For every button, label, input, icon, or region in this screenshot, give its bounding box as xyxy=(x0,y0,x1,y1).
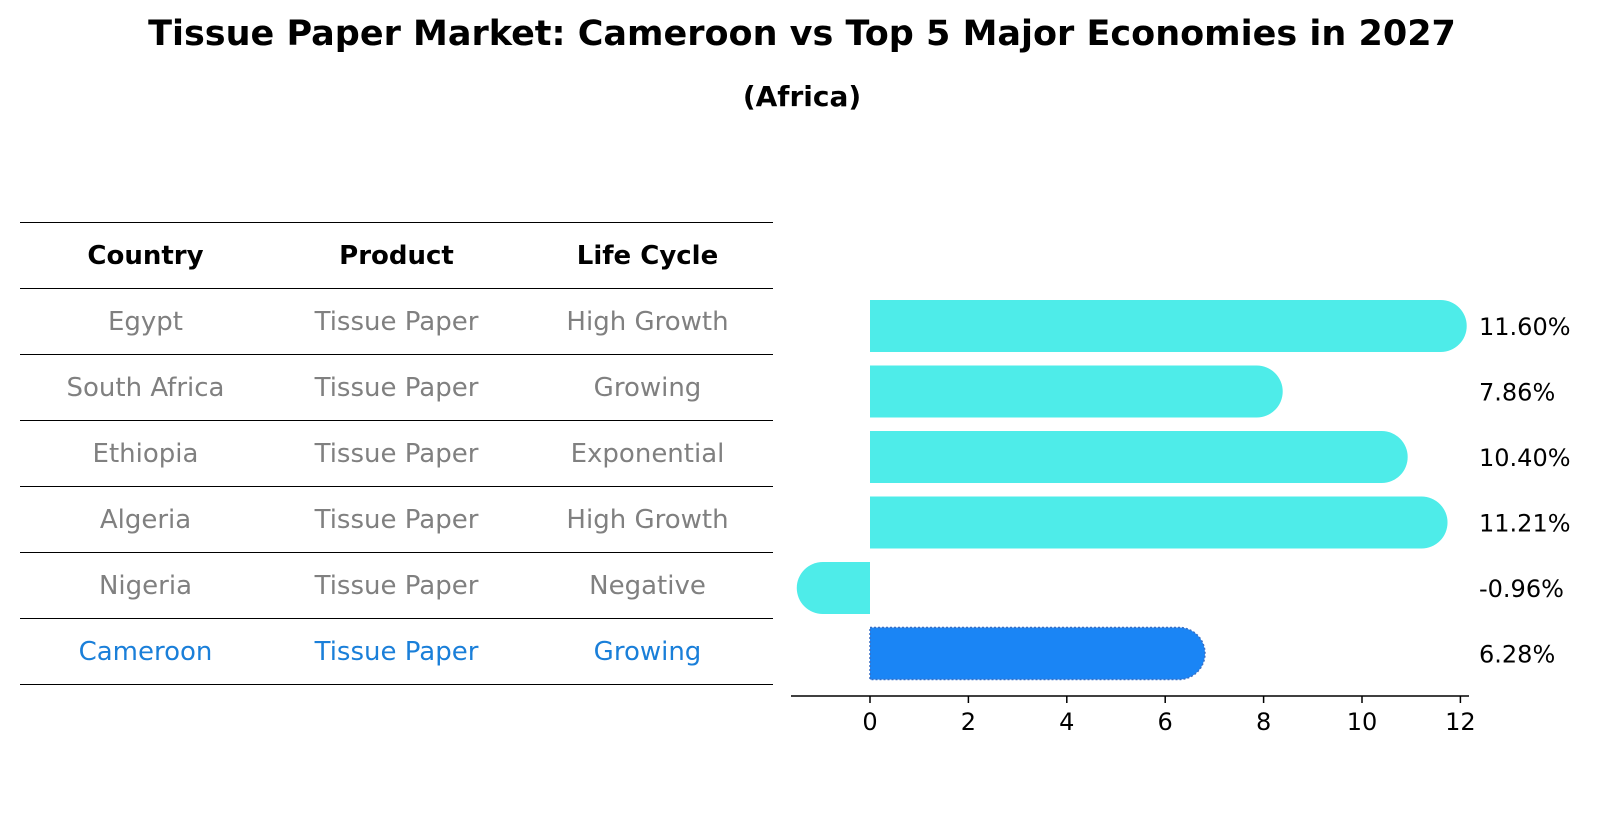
table-row: Nigeria Tissue Paper Negative xyxy=(20,552,773,619)
cell-life-cycle: Exponential xyxy=(522,420,773,487)
data-label: 11.60% xyxy=(1479,313,1571,341)
table-row-highlighted: Cameroon Tissue Paper Growing xyxy=(20,618,773,685)
cell-life-cycle: High Growth xyxy=(522,288,773,355)
table-row: South Africa Tissue Paper Growing xyxy=(20,354,773,421)
table-row: Ethiopia Tissue Paper Exponential xyxy=(20,420,773,487)
data-label: 10.40% xyxy=(1479,444,1571,472)
cell-country: Cameroon xyxy=(20,618,271,685)
cell-life-cycle: Growing xyxy=(522,618,773,685)
data-label: 11.21% xyxy=(1479,510,1571,538)
cell-country: South Africa xyxy=(20,354,271,421)
cell-product: Tissue Paper xyxy=(271,618,522,685)
x-tick-label: 2 xyxy=(961,708,976,736)
cell-product: Tissue Paper xyxy=(271,552,522,619)
table-header-row: Country Product Life Cycle xyxy=(20,222,773,289)
cell-product: Tissue Paper xyxy=(271,288,522,355)
cell-life-cycle: Negative xyxy=(522,552,773,619)
data-label: -0.96% xyxy=(1479,575,1564,603)
cell-country: Algeria xyxy=(20,486,271,553)
bar-south-africa xyxy=(870,365,1283,418)
cell-product: Tissue Paper xyxy=(271,420,522,487)
bar-ethiopia xyxy=(870,431,1408,483)
column-header-product: Product xyxy=(271,222,522,289)
cell-product: Tissue Paper xyxy=(271,486,522,553)
cell-product: Tissue Paper xyxy=(271,354,522,421)
data-label: 7.86% xyxy=(1479,379,1555,407)
bar-nigeria xyxy=(796,562,870,614)
bar-egypt xyxy=(870,300,1467,352)
x-tick-label: 4 xyxy=(1059,708,1074,736)
cell-life-cycle: Growing xyxy=(522,354,773,421)
cell-life-cycle: High Growth xyxy=(522,486,773,553)
cell-country: Ethiopia xyxy=(20,420,271,487)
cell-country: Egypt xyxy=(20,288,271,355)
bar-cameroon xyxy=(869,626,1206,681)
country-table: Country Product Life Cycle Egypt Tissue … xyxy=(20,222,773,685)
table-row: Egypt Tissue Paper High Growth xyxy=(20,288,773,355)
cell-country: Nigeria xyxy=(20,552,271,619)
x-tick-label: 0 xyxy=(862,708,877,736)
table-row: Algeria Tissue Paper High Growth xyxy=(20,486,773,553)
bar-algeria xyxy=(870,496,1448,549)
column-header-country: Country xyxy=(20,222,271,289)
column-header-life-cycle: Life Cycle xyxy=(522,222,773,289)
x-tick-label: 12 xyxy=(1445,708,1476,736)
data-label: 6.28% xyxy=(1479,641,1555,669)
chart-title: Tissue Paper Market: Cameroon vs Top 5 M… xyxy=(148,14,1456,54)
x-tick-label: 6 xyxy=(1158,708,1173,736)
chart-subtitle: (Africa) xyxy=(742,80,862,113)
x-tick-label: 8 xyxy=(1256,708,1271,736)
x-tick-label: 10 xyxy=(1347,708,1378,736)
